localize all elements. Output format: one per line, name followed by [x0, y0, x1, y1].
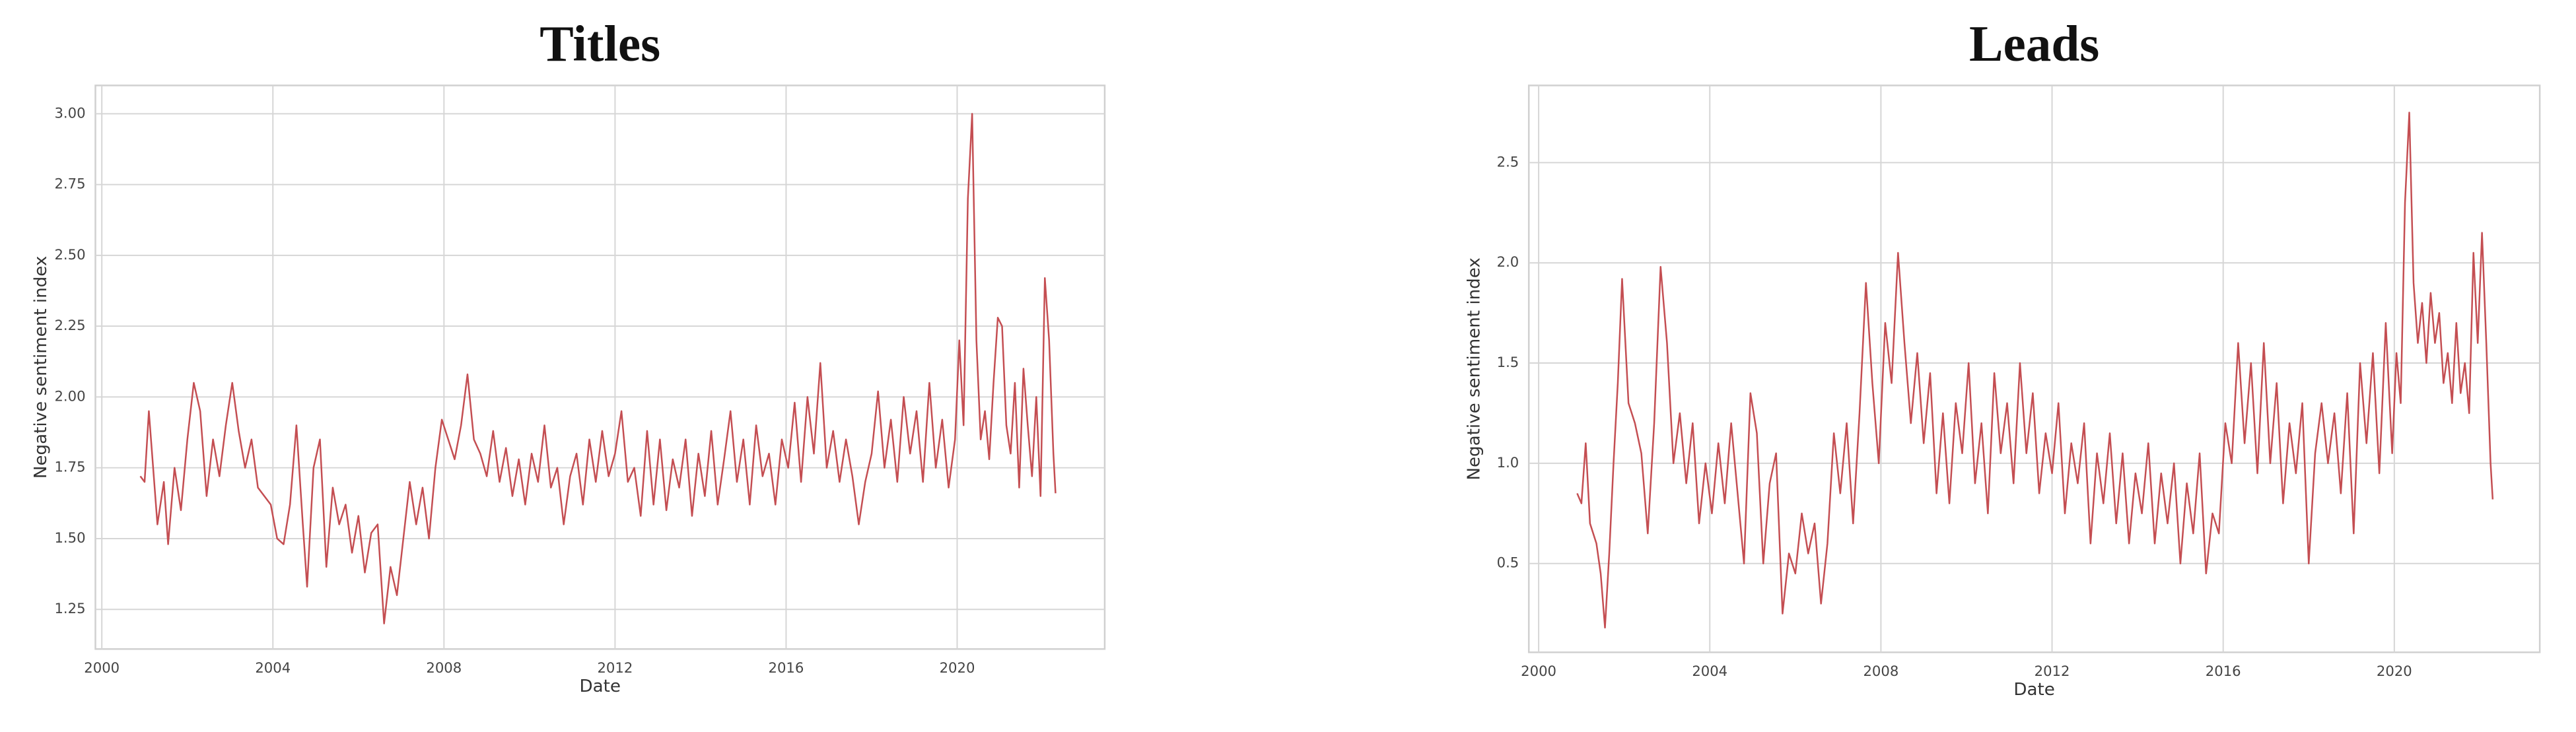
y-tick-label: 2.0 [1497, 253, 1519, 270]
x-tick-label: 2000 [84, 659, 120, 676]
y-tick-label: 1.0 [1497, 454, 1519, 471]
x-tick-label: 2016 [2206, 663, 2241, 679]
y-tick-label: 1.25 [54, 600, 85, 616]
y-tick-label: 0.5 [1497, 554, 1519, 571]
x-tick-label: 2008 [426, 659, 462, 676]
x-tick-label: 2012 [2035, 663, 2070, 679]
x-tick-label: 2008 [1863, 663, 1898, 679]
data-line [1576, 112, 2494, 629]
y-axis-label: Negative sentiment index [1465, 257, 1484, 480]
x-tick-label: 2020 [940, 659, 975, 676]
y-tick-label: 2.5 [1497, 153, 1519, 170]
y-tick-label: 2.00 [54, 387, 85, 404]
x-axis-label: Date [2013, 680, 2054, 700]
chart-title: Titles [540, 15, 660, 72]
y-tick-label: 1.75 [54, 459, 85, 475]
y-tick-label: 1.5 [1497, 354, 1519, 370]
x-tick-label: 2000 [1521, 663, 1556, 679]
x-tick-label: 2012 [597, 659, 633, 676]
y-axis-label: Negative sentiment index [31, 256, 51, 479]
y-tick-label: 2.25 [54, 317, 85, 333]
y-tick-label: 2.75 [54, 176, 85, 192]
x-tick-label: 2020 [2377, 663, 2412, 679]
plot-area [94, 84, 1106, 650]
x-axis-label: Date [579, 677, 620, 696]
data-line [139, 113, 1057, 624]
chart-title: Leads [1969, 15, 2099, 72]
y-tick-label: 3.00 [54, 104, 85, 121]
x-tick-label: 2004 [1692, 663, 1727, 679]
x-tick-label: 2016 [769, 659, 804, 676]
y-tick-label: 2.50 [54, 246, 85, 263]
y-tick-label: 1.50 [54, 529, 85, 546]
x-tick-label: 2004 [255, 659, 291, 676]
